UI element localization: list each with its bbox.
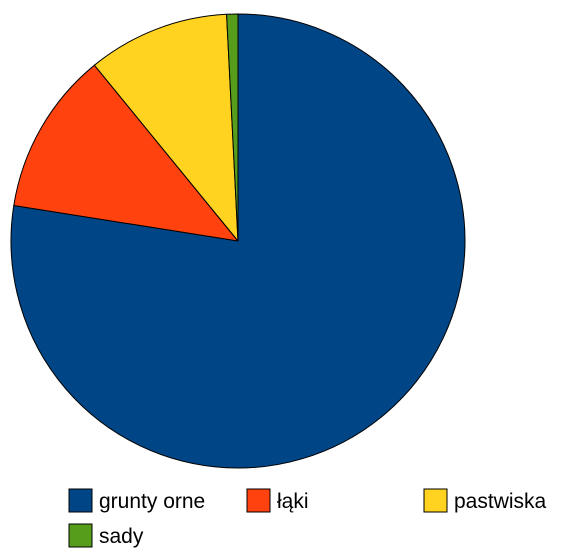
legend-item-grunty-orne: grunty orne (68, 488, 205, 513)
legend-swatch-pastwiska (423, 488, 448, 513)
legend-swatch-grunty-orne (68, 488, 93, 513)
pie-slice-2 (93, 13, 239, 242)
legend-item-laki: łąki (246, 488, 309, 513)
legend-label-sady: sady (99, 525, 144, 548)
legend-swatch-laki (246, 488, 271, 513)
pie-slice-0 (10, 13, 466, 469)
pie-slices (10, 13, 466, 469)
pie-slice-1 (13, 64, 239, 242)
legend-label-laki: łąki (277, 490, 309, 513)
legend-label-pastwiska: pastwiska (454, 490, 547, 513)
legend-item-pastwiska: pastwiska (423, 488, 547, 513)
legend: grunty orne łąki pastwiska sady (68, 488, 547, 548)
legend-label-grunty-orne: grunty orne (99, 490, 205, 513)
legend-item-sady: sady (68, 523, 144, 548)
pie-slice-3 (226, 13, 239, 242)
legend-swatch-sady (68, 523, 93, 548)
